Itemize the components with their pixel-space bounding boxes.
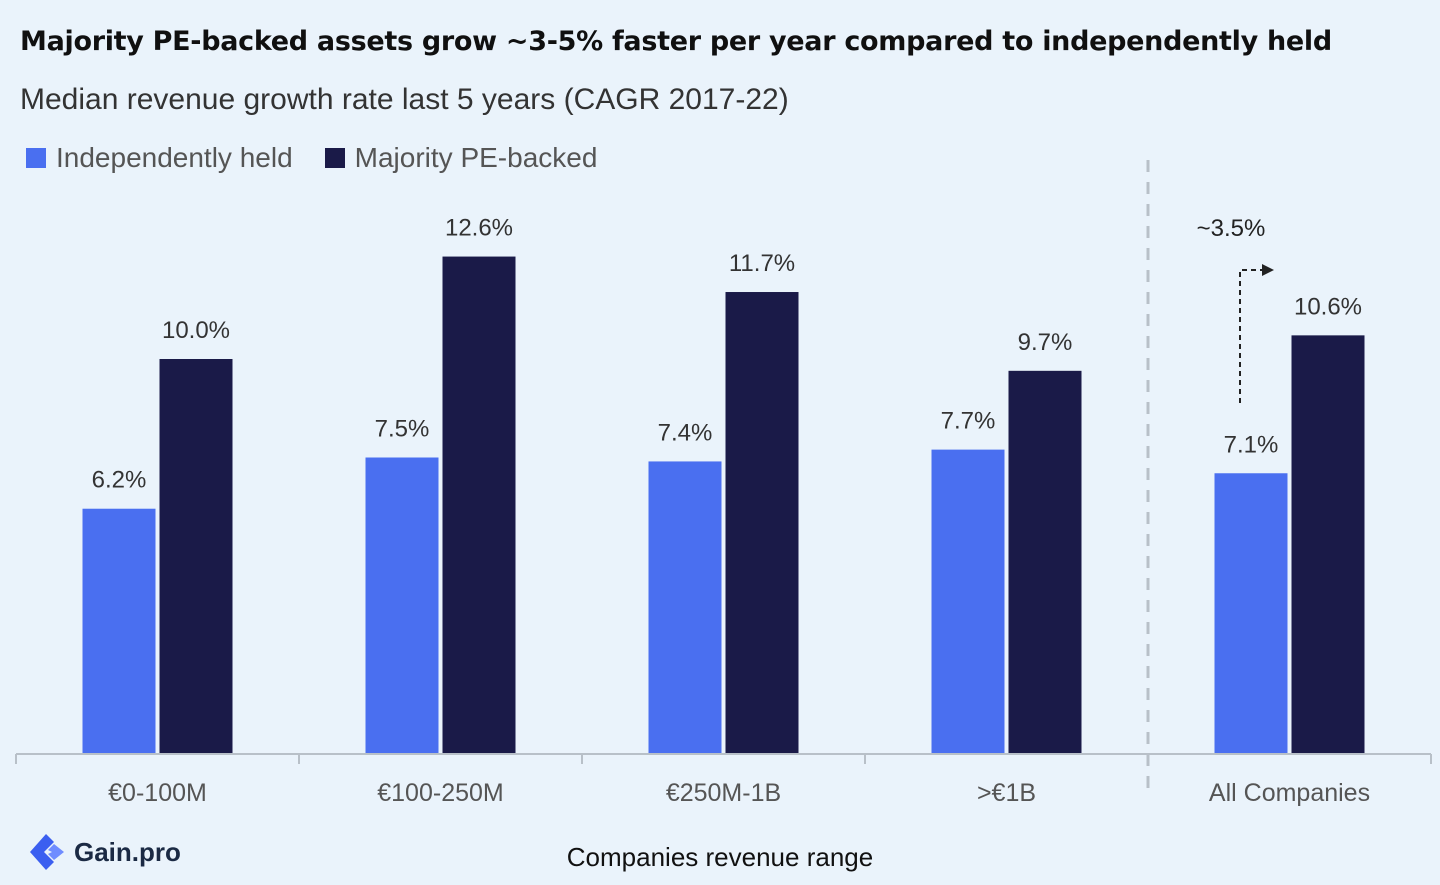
bar-pe-backed — [1008, 370, 1082, 753]
data-label-independent: 7.1% — [1224, 431, 1279, 458]
legend-label-pe-backed: Majority PE-backed — [354, 142, 598, 173]
data-label-pe-backed: 10.0% — [162, 317, 230, 344]
bar-pe-backed — [725, 292, 799, 753]
data-label-independent: 7.5% — [375, 416, 430, 443]
x-tick-label: €0-100M — [108, 779, 207, 807]
x-tick-label: €100-250M — [377, 779, 503, 807]
legend: Independently held Majority PE-backed — [26, 142, 629, 174]
data-label-independent: 7.7% — [941, 408, 996, 435]
annotation-label: ~3.5% — [1197, 215, 1266, 242]
gain-pro-logo: Gain.pro — [24, 830, 181, 874]
legend-swatch-independent — [26, 148, 46, 168]
bar-pe-backed — [1291, 335, 1365, 753]
bar-independent — [648, 461, 722, 753]
bar-pe-backed — [442, 256, 516, 753]
legend-swatch-pe-backed — [324, 148, 345, 168]
x-tick-label: All Companies — [1209, 779, 1370, 807]
x-tick-label: >€1B — [977, 779, 1036, 807]
bar-independent — [1214, 473, 1288, 753]
gain-pro-logo-icon — [30, 834, 64, 870]
legend-item-pe-backed: Majority PE-backed — [324, 142, 598, 174]
data-label-pe-backed: 9.7% — [1018, 329, 1073, 356]
annotation-arrow-line — [1239, 269, 1264, 403]
data-label-pe-backed: 12.6% — [445, 215, 513, 242]
bar-pe-backed — [159, 359, 233, 753]
annotation-arrowhead — [1262, 264, 1274, 276]
x-tick-label: €250M-1B — [666, 779, 781, 807]
logo-text: Gain.pro — [74, 836, 181, 867]
bar-independent — [82, 508, 156, 753]
legend-item-independent: Independently held — [26, 142, 293, 174]
bar-independent — [931, 449, 1005, 753]
data-label-pe-backed: 10.6% — [1294, 293, 1362, 320]
data-label-independent: 6.2% — [92, 467, 147, 494]
legend-label-independent: Independently held — [56, 142, 293, 173]
chart-subtitle: Median revenue growth rate last 5 years … — [20, 83, 789, 116]
chart-title: Majority PE-backed assets grow ~3-5% fas… — [20, 26, 1332, 57]
data-label-pe-backed: 11.7% — [729, 250, 795, 277]
data-label-independent: 7.4% — [658, 419, 713, 446]
x-axis-title: Companies revenue range — [566, 842, 874, 872]
bar-independent — [365, 457, 439, 753]
